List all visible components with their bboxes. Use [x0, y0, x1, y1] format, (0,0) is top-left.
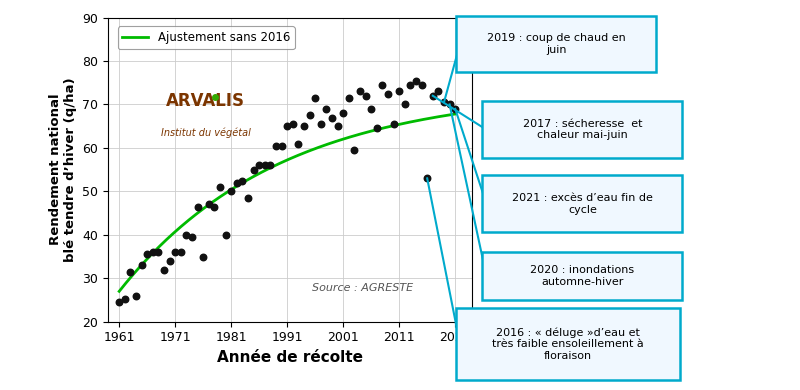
Point: [376, 82, 389, 88]
Point: [258, 162, 271, 168]
Point: [320, 106, 333, 112]
Point: [404, 82, 417, 88]
Line: Ajustement sans 2016: Ajustement sans 2016: [119, 114, 455, 291]
Point: [365, 106, 378, 112]
X-axis label: Année de récolte: Année de récolte: [217, 350, 363, 365]
Point: [359, 93, 372, 99]
Point: [174, 249, 187, 255]
Point: [225, 188, 238, 195]
Text: 2021 : excès d’eau fin de
cycle: 2021 : excès d’eau fin de cycle: [512, 193, 653, 215]
Point: [342, 95, 355, 101]
Ajustement sans 2016: [320, 143, 330, 147]
Point: [449, 106, 462, 112]
Ajustement sans 2016: [114, 289, 124, 294]
Point: [314, 121, 327, 127]
Point: [135, 262, 148, 268]
Point: [270, 143, 282, 149]
Ajustement sans 2016: [398, 121, 407, 126]
Text: 2016 : « déluge »d’eau et
très faible ensoleillement à
floraison: 2016 : « déluge »d’eau et très faible en…: [492, 327, 644, 361]
Point: [393, 88, 406, 94]
Ajustement sans 2016: [450, 112, 460, 116]
Point: [354, 88, 366, 94]
Point: [247, 167, 260, 173]
Point: [208, 204, 221, 210]
Point: [186, 234, 198, 240]
Point: [219, 232, 232, 238]
Point: [242, 195, 254, 201]
Point: [214, 184, 226, 190]
Point: [432, 88, 445, 94]
Point: [230, 179, 243, 186]
Point: [382, 90, 394, 97]
Text: 2017 : sécheresse  et
chaleur mai-juin: 2017 : sécheresse et chaleur mai-juin: [522, 119, 642, 140]
Point: [275, 143, 288, 149]
Point: [236, 177, 249, 184]
Point: [298, 123, 310, 129]
Point: [152, 249, 165, 255]
Point: [387, 121, 400, 127]
Text: Source : AGRESTE: Source : AGRESTE: [312, 283, 413, 293]
Text: Institut du végétal: Institut du végétal: [161, 128, 250, 138]
Point: [348, 147, 361, 153]
Point: [370, 125, 383, 131]
Point: [118, 296, 131, 302]
Text: ARVALIS: ARVALIS: [166, 92, 246, 110]
Ajustement sans 2016: [314, 145, 324, 149]
Point: [130, 292, 142, 299]
Point: [163, 258, 176, 264]
Point: [443, 101, 456, 108]
Y-axis label: Rendement national
blé tendre d’hiver (q/ha): Rendement national blé tendre d’hiver (q…: [49, 77, 77, 262]
Point: [292, 140, 305, 147]
Point: [326, 114, 338, 121]
Point: [124, 269, 137, 275]
Point: [426, 93, 439, 99]
Point: [202, 201, 215, 207]
Text: 2020 : inondations
automne-hiver: 2020 : inondations automne-hiver: [530, 265, 634, 287]
Point: [410, 78, 422, 84]
Point: [146, 249, 159, 255]
Point: [438, 99, 450, 105]
Point: [421, 175, 434, 181]
Point: [303, 112, 316, 119]
Point: [141, 251, 154, 257]
Point: [309, 95, 322, 101]
Point: [197, 254, 210, 260]
Ajustement sans 2016: [115, 287, 125, 292]
Point: [191, 204, 204, 210]
Point: [286, 121, 299, 127]
Point: [253, 162, 266, 168]
Point: [264, 162, 277, 168]
Point: [337, 110, 350, 116]
Point: [398, 101, 411, 108]
Point: [331, 123, 344, 129]
Point: [415, 82, 428, 88]
Ajustement sans 2016: [419, 117, 429, 122]
Point: [180, 232, 193, 238]
Point: [158, 266, 170, 273]
Text: 2019 : coup de chaud en
juin: 2019 : coup de chaud en juin: [486, 33, 626, 55]
Point: [169, 249, 182, 255]
Point: [113, 299, 126, 305]
Point: [281, 123, 294, 129]
Ajustement sans 2016: [314, 145, 323, 150]
Legend: Ajustement sans 2016: Ajustement sans 2016: [118, 27, 294, 49]
